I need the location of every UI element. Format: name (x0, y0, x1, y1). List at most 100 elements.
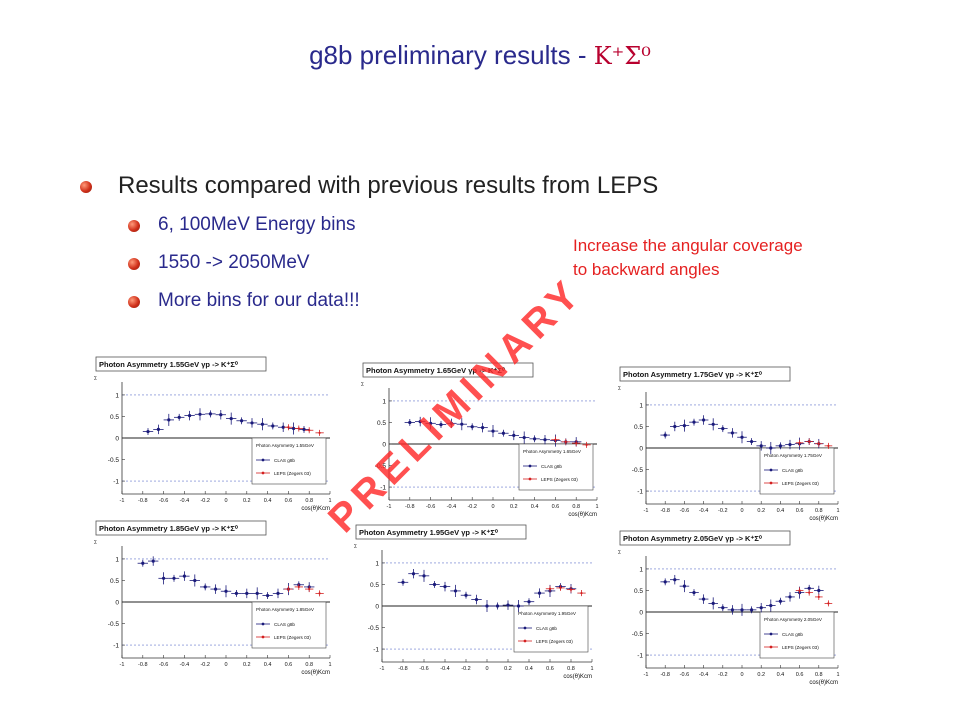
chart-background (90, 518, 338, 678)
bullet-dot-icon (128, 296, 140, 308)
leps-data-point (318, 592, 321, 595)
leps-data-point (287, 587, 290, 591)
leps-data-point (564, 440, 567, 443)
leps-data-point (798, 441, 801, 444)
x-tick-label: -0.8 (660, 672, 669, 678)
x-tick-label: 0.6 (285, 662, 293, 668)
clas-data-point (146, 429, 150, 434)
chart-title-box (619, 366, 791, 382)
chart-svg: Photon Asymmetry 2.05GeV γp -> K⁺Σ⁰ Σ 1 0.5… (614, 528, 846, 688)
x-tick-label: -0.4 (699, 672, 708, 678)
clas-data-point (711, 601, 715, 605)
clas-data-point (302, 427, 306, 431)
y-tick-label: 0 (382, 442, 386, 449)
clas-data-point (188, 414, 192, 418)
legend-label: CLAS g8b (536, 626, 557, 631)
x-tick-label: 0.8 (815, 672, 823, 678)
x-tick-label: 0.8 (305, 498, 313, 504)
clas-data-point (224, 589, 228, 593)
legend-title: Photon Asymmetry 1.55GeV (256, 443, 315, 448)
x-tick-label: 0 (224, 662, 227, 668)
legend-marker (261, 458, 265, 462)
sub-bullet: 1550 -> 2050MeV (80, 252, 658, 274)
y-tick-label: 1 (639, 402, 643, 409)
leps-data-point (817, 442, 820, 445)
legend-marker (261, 622, 265, 626)
x-tick-label: -0.6 (419, 666, 428, 672)
clas-data-point (750, 608, 754, 612)
x-tick-label: -0.4 (180, 498, 189, 504)
y-tick-label: -1 (113, 479, 119, 486)
x-axis-label: cos(θ)Kcm (301, 506, 330, 512)
x-axis-label: cos(θ)Kcm (563, 674, 592, 680)
clas-data-point (250, 421, 254, 425)
leps-data-point (798, 589, 801, 592)
y-tick-label: -1 (637, 653, 643, 660)
y-tick-label: -0.5 (108, 457, 120, 464)
leps-data-point (569, 588, 573, 591)
chart-panel-1-85gev: Photon Asymmetry 1.85GeV γp -> K⁺Σ⁰ Σ 1 0.5… (90, 518, 338, 678)
chart-title-box (355, 524, 527, 540)
clas-data-point (721, 427, 725, 431)
legend-label: CLAS g8b (782, 468, 803, 473)
leps-data-point (808, 591, 811, 594)
legend-box (251, 437, 327, 485)
legend-marker (769, 632, 773, 636)
leps-data-point (580, 591, 583, 595)
x-tick-label: 1 (836, 672, 839, 678)
x-tick-label: 0 (740, 672, 743, 678)
x-tick-label: -0.6 (159, 498, 168, 504)
leps-data-point (297, 427, 300, 430)
chart-svg: Photon Asymmetry 1.95GeV γp -> K⁺Σ⁰ Σ 1 0.5… (350, 522, 600, 682)
clas-data-point (682, 424, 686, 428)
x-tick-label: -0.8 (138, 498, 147, 504)
x-tick-label: -1 (120, 662, 125, 668)
clas-data-point (429, 421, 433, 425)
leps-data-point (559, 586, 562, 590)
chart-title: Photon Asymmetry 1.65GeV γp -> K⁺Σ⁰ (366, 366, 506, 375)
legend-label: LEPS (Zegers 03) (782, 481, 819, 486)
clas-data-point (682, 584, 686, 588)
leps-data-point (554, 438, 557, 441)
clas-data-point (759, 606, 763, 610)
x-tick-label: 0.8 (815, 508, 823, 514)
clas-data-point (219, 413, 223, 417)
clas-data-point (537, 591, 542, 595)
sub-bullet-text: 1550 -> 2050MeV (158, 252, 310, 273)
note-line-2: to backward angles (573, 260, 720, 279)
leps-data-point (318, 431, 321, 434)
x-tick-label: -1 (644, 508, 649, 514)
sub-bullet: More bins for our data!!! (80, 290, 658, 312)
chart-title-box (95, 356, 267, 372)
bullet-dot-icon (128, 220, 140, 232)
clas-data-point (543, 438, 547, 442)
x-tick-label: 0.8 (567, 666, 575, 672)
legend-label: LEPS (Zegers 03) (274, 471, 311, 476)
clas-data-point (460, 422, 464, 426)
y-tick-label: 1 (382, 398, 386, 405)
x-tick-label: 0.4 (777, 508, 785, 514)
x-tick-label: -0.8 (660, 508, 669, 514)
clas-data-point (711, 422, 715, 426)
x-axis-label: cos(θ)Kcm (301, 670, 330, 676)
y-tick-label: 0.5 (370, 582, 379, 589)
x-tick-label: 1 (595, 504, 598, 510)
x-tick-label: -0.2 (718, 508, 727, 514)
clas-data-point (778, 599, 782, 603)
clas-data-point (208, 412, 212, 416)
bullet-main-text: Results compared with previous results f… (118, 172, 659, 199)
clas-data-point (266, 593, 270, 598)
x-tick-label: -0.2 (200, 662, 209, 668)
y-axis-label: Σ (361, 382, 364, 388)
x-tick-label: 1 (836, 508, 839, 514)
legend-marker (769, 481, 773, 485)
y-tick-label: -0.5 (108, 621, 120, 628)
legend-title: Photon Asymmetry 1.75GeV (764, 453, 823, 458)
y-tick-label: 0.5 (110, 578, 119, 585)
x-tick-label: 0 (485, 666, 488, 672)
chart-background (614, 364, 846, 524)
x-tick-label: -1 (644, 672, 649, 678)
x-tick-label: 1 (590, 666, 593, 672)
x-tick-label: 0.4 (525, 666, 533, 672)
legend-label: CLAS g8b (274, 622, 295, 627)
